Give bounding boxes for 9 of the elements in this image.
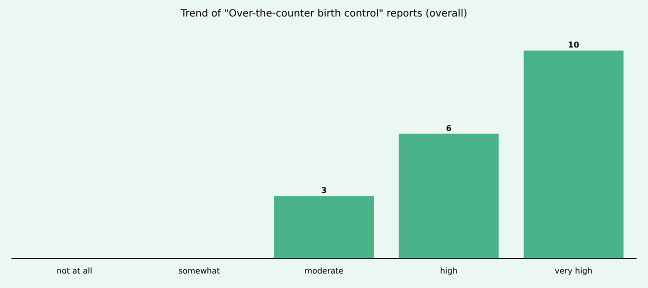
x-tick-label: somewhat: [178, 266, 220, 276]
chart-title: Trend of "Over-the-counter birth control" reports (overall): [180, 8, 468, 20]
x-tick-label: moderate: [304, 266, 344, 276]
data-label: 3: [321, 186, 327, 196]
x-tick-label: high: [440, 266, 458, 276]
data-label: 6: [446, 124, 452, 133]
x-tick-label: very high: [554, 266, 592, 276]
x-tick-label: not at all: [56, 266, 92, 276]
data-label: 10: [568, 40, 580, 50]
